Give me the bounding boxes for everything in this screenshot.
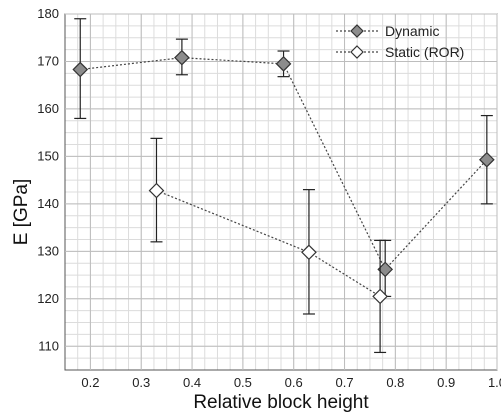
x-tick-label: 0.4 (183, 375, 201, 390)
x-axis-ticks: 0.2 0.3 0.4 0.5 0.6 0.7 0.8 0.9 1.0 (81, 14, 501, 390)
y-tick-label: 110 (38, 338, 59, 353)
data-point (372, 288, 388, 305)
x-tick-label: 0.9 (437, 375, 455, 390)
x-tick-label: 0.3 (132, 375, 150, 390)
data-point (275, 55, 292, 72)
y-tick-label: 140 (37, 196, 59, 211)
y-tick-label: 130 (37, 243, 59, 258)
legend-label: Dynamic (385, 23, 439, 39)
y-tick-label: 120 (37, 291, 59, 306)
y-axis-label: E [GPa] (11, 179, 32, 246)
x-tick-label: 0.8 (386, 375, 404, 390)
data-point (174, 49, 190, 66)
series-layer (72, 18, 495, 354)
y-tick-label: 150 (37, 148, 59, 163)
y-tick-label: 160 (37, 101, 59, 116)
data-point (301, 244, 317, 261)
x-tick-label: 0.7 (335, 375, 353, 390)
data-point (148, 182, 165, 199)
x-tick-label: 0.2 (81, 375, 99, 390)
series-static-ror (148, 137, 388, 354)
data-point (72, 61, 89, 78)
series-dynamic (72, 18, 495, 298)
data-point (478, 151, 495, 168)
legend-label: Static (ROR) (385, 44, 464, 60)
legend-marker (350, 45, 364, 59)
x-tick-label: 0.6 (285, 375, 303, 390)
x-tick-label: 1.0 (488, 375, 501, 390)
legend-marker (350, 24, 364, 38)
y-tick-label: 180 (37, 6, 59, 21)
x-axis-label: Relative block height (193, 392, 369, 413)
x-tick-label: 0.5 (234, 375, 252, 390)
legend: Dynamic Static (ROR) (336, 23, 464, 60)
y-tick-label: 170 (37, 53, 59, 68)
